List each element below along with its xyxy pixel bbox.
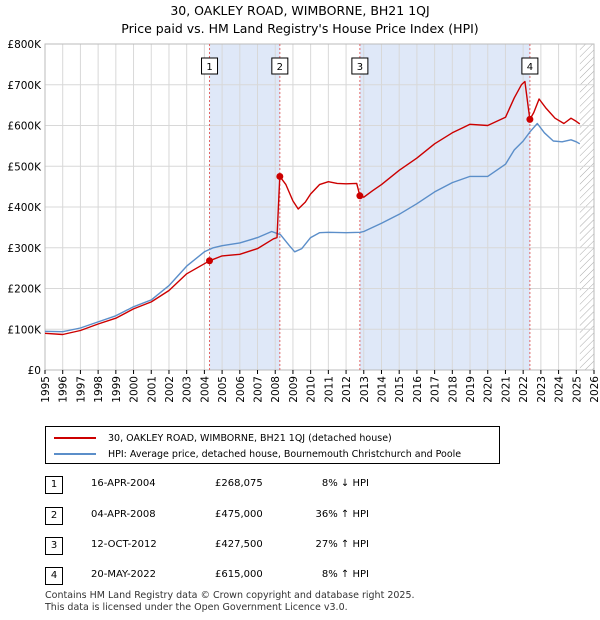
sale-label: 3 bbox=[357, 62, 363, 73]
x-tick-label: 2018 bbox=[447, 376, 459, 403]
x-tick-label: 2012 bbox=[341, 376, 353, 403]
x-tick-label: 2001 bbox=[146, 376, 158, 403]
sale-point bbox=[526, 115, 534, 123]
chart-subtitle: Price paid vs. HM Land Registry's House … bbox=[121, 21, 479, 36]
sale-point bbox=[276, 172, 284, 180]
x-tick-label: 2005 bbox=[217, 376, 229, 403]
x-tick-label: 2011 bbox=[323, 376, 335, 403]
transaction-number: 2 bbox=[45, 507, 63, 525]
x-tick-label: 1998 bbox=[93, 376, 105, 403]
transaction-date: 16-APR-2004 bbox=[91, 478, 156, 489]
sale-label-box bbox=[521, 57, 539, 75]
x-tick-label: 2013 bbox=[359, 376, 371, 403]
transaction-date: 04-APR-2008 bbox=[91, 509, 156, 520]
transaction-number: 3 bbox=[45, 537, 63, 555]
footer-copyright: Contains HM Land Registry data © Crown c… bbox=[45, 590, 415, 601]
footer-licence: This data is licensed under the Open Gov… bbox=[45, 602, 348, 613]
sale-label-box bbox=[351, 57, 369, 75]
x-tick-label: 1999 bbox=[111, 376, 123, 403]
x-tick-label: 2010 bbox=[306, 376, 318, 403]
transaction-row: 1 16-APR-2004 £268,075 8% ↓ HPI bbox=[45, 476, 395, 494]
sale-label: 2 bbox=[277, 62, 283, 73]
plot-frame bbox=[44, 43, 595, 371]
legend-item-property: 30, OAKLEY ROAD, WIMBORNE, BH21 1QJ (det… bbox=[54, 431, 392, 445]
transaction-price: £268,075 bbox=[215, 478, 263, 489]
x-tick-label: 2024 bbox=[554, 376, 566, 403]
price-chart: 1 2 3 4 £0 £100K £200K £300K £400K £500K £600K £700… bbox=[7, 39, 600, 403]
transaction-row: 4 20-MAY-2022 £615,000 8% ↑ HPI bbox=[45, 567, 395, 585]
hpi-series-line bbox=[44, 122, 581, 333]
x-tick-label: 2016 bbox=[412, 376, 424, 403]
legend-line-property bbox=[54, 437, 96, 439]
transaction-price: £475,000 bbox=[215, 509, 263, 520]
y-tick-label: £500K bbox=[7, 161, 42, 173]
x-tick-label: 1996 bbox=[58, 376, 70, 403]
x-tick-label: 2019 bbox=[465, 376, 477, 403]
y-tick-label: £200K bbox=[7, 284, 42, 296]
x-tick-label: 1995 bbox=[40, 376, 52, 403]
transaction-hpi-diff: 27% ↑ HPI bbox=[315, 539, 369, 550]
legend-line-hpi bbox=[54, 453, 96, 455]
y-tick-label: £700K bbox=[7, 80, 42, 92]
x-tick-label: 2002 bbox=[164, 376, 176, 403]
x-tick-label: 2026 bbox=[589, 376, 600, 403]
sale-point bbox=[206, 257, 214, 265]
transaction-hpi-diff: 8% ↓ HPI bbox=[321, 478, 369, 489]
transaction-row: 3 12-OCT-2012 £427,500 27% ↑ HPI bbox=[45, 537, 395, 555]
legend-item-hpi: HPI: Average price, detached house, Bour… bbox=[54, 447, 461, 461]
x-tick-label: 1997 bbox=[75, 376, 87, 403]
chart-title: 30, OAKLEY ROAD, WIMBORNE, BH21 1QJ bbox=[170, 3, 430, 18]
transaction-row: 2 04-APR-2008 £475,000 36% ↑ HPI bbox=[45, 507, 395, 525]
x-tick-label: 2003 bbox=[182, 376, 194, 403]
y-tick-label: £600K bbox=[7, 121, 42, 133]
x-tick-label: 2004 bbox=[199, 376, 211, 403]
transaction-hpi-diff: 36% ↑ HPI bbox=[315, 509, 369, 520]
sale-label: 4 bbox=[527, 62, 533, 73]
legend-label-property: 30, OAKLEY ROAD, WIMBORNE, BH21 1QJ (det… bbox=[108, 432, 392, 444]
legend: 30, OAKLEY ROAD, WIMBORNE, BH21 1QJ (det… bbox=[45, 426, 500, 464]
legend-label-hpi: HPI: Average price, detached house, Bour… bbox=[108, 448, 462, 460]
sale-label-box bbox=[271, 57, 289, 75]
sale-label-box bbox=[201, 57, 219, 75]
y-tick-label: £400K bbox=[7, 202, 42, 214]
sale-label: 1 bbox=[206, 62, 212, 73]
x-tick-label: 2007 bbox=[253, 376, 265, 403]
x-tick-label: 2009 bbox=[288, 376, 300, 403]
y-tick-label: £300K bbox=[7, 243, 42, 255]
y-tick-label: £800K bbox=[7, 39, 42, 51]
x-tick-label: 2021 bbox=[500, 376, 512, 403]
transaction-date: 12-OCT-2012 bbox=[91, 539, 157, 550]
transaction-hpi-diff: 8% ↑ HPI bbox=[321, 569, 369, 580]
x-tick-label: 2008 bbox=[270, 376, 282, 403]
x-tick-label: 2006 bbox=[235, 376, 247, 403]
transaction-price: £615,000 bbox=[215, 569, 263, 580]
y-tick-label: £100K bbox=[7, 324, 42, 336]
x-tick-label: 2023 bbox=[536, 376, 548, 403]
x-tick-label: 2015 bbox=[394, 376, 406, 403]
transaction-price: £427,500 bbox=[215, 539, 263, 550]
sale-point bbox=[356, 192, 364, 200]
x-tick-label: 2025 bbox=[571, 376, 583, 403]
x-tick-label: 2014 bbox=[376, 376, 388, 403]
y-tick-label: £0 bbox=[28, 365, 41, 377]
x-tick-label: 2020 bbox=[483, 376, 495, 403]
transaction-number: 4 bbox=[45, 567, 63, 585]
x-tick-label: 2022 bbox=[518, 376, 530, 403]
x-tick-label: 2000 bbox=[129, 376, 141, 403]
transaction-number: 1 bbox=[45, 476, 63, 494]
transaction-date: 20-MAY-2022 bbox=[91, 569, 157, 580]
x-tick-label: 2017 bbox=[430, 376, 442, 403]
